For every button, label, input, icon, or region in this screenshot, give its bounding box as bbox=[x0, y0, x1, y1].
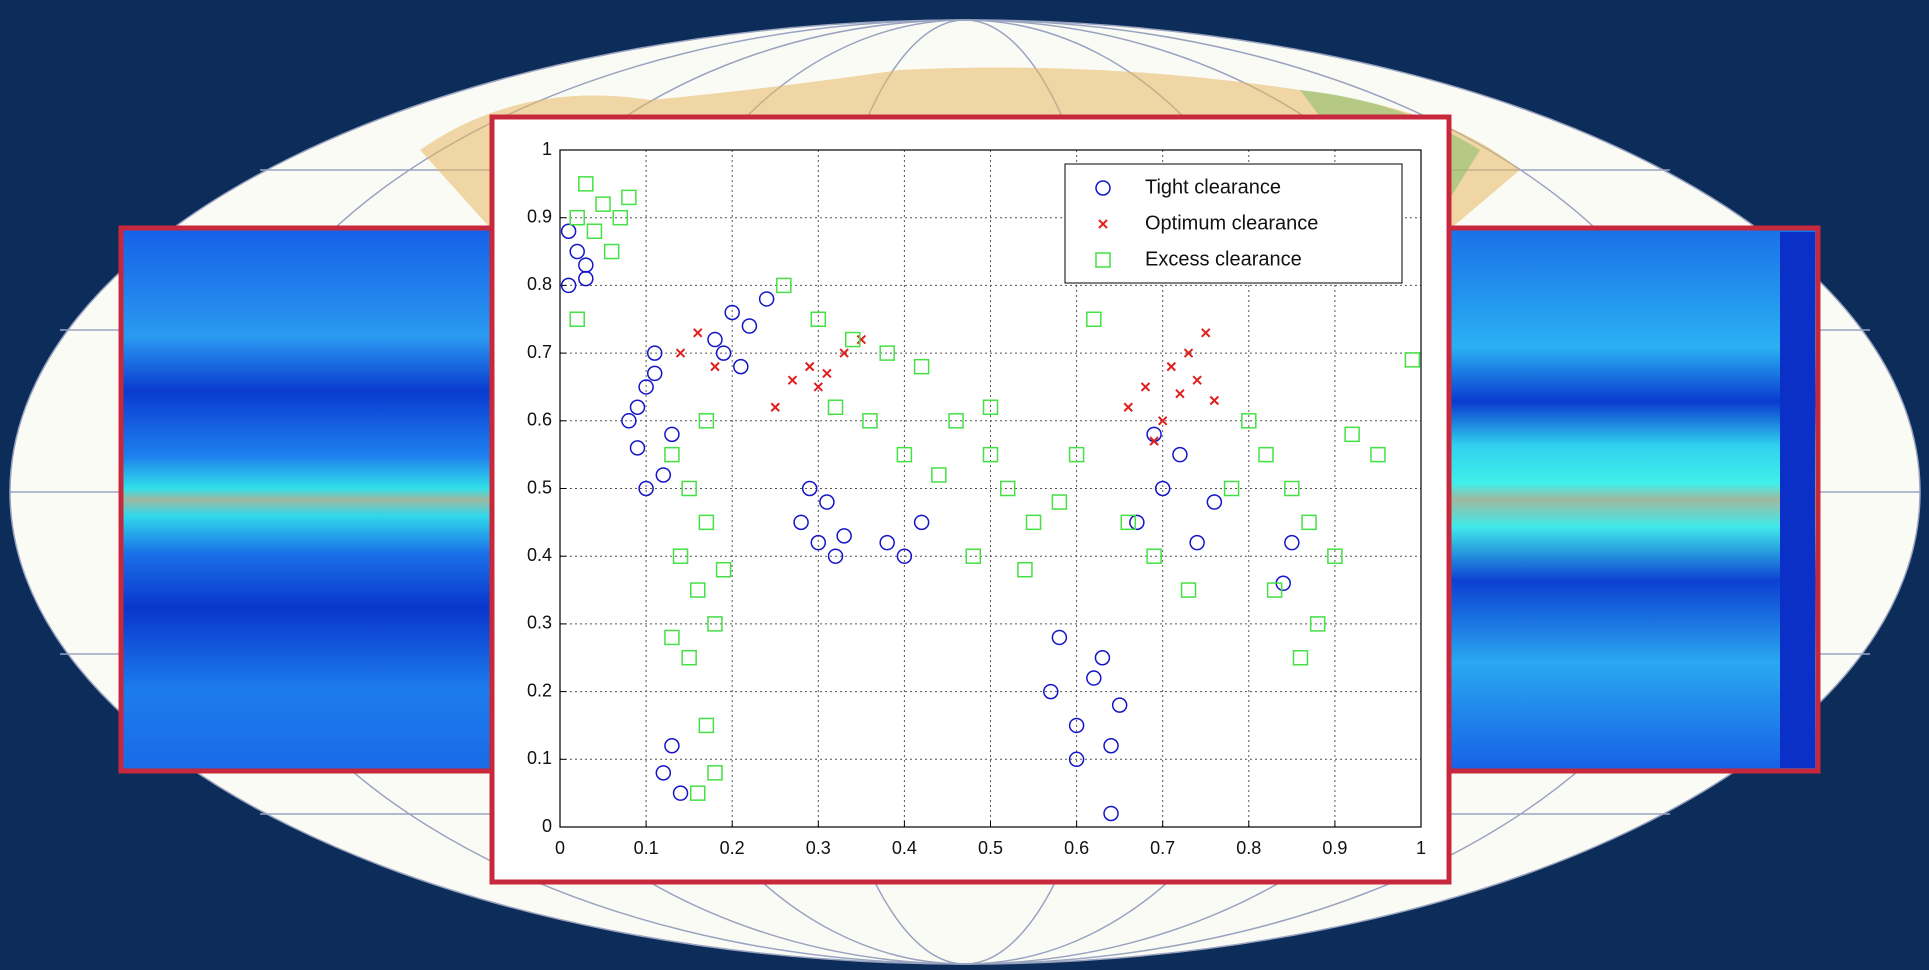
y-tick-label: 0.1 bbox=[527, 748, 552, 768]
legend-label: Tight clearance bbox=[1145, 176, 1281, 198]
legend-label: Excess clearance bbox=[1145, 248, 1302, 270]
x-tick-label: 0.4 bbox=[892, 838, 917, 858]
x-tick-label: 0 bbox=[555, 838, 565, 858]
y-tick-label: 0.8 bbox=[527, 274, 552, 294]
x-tick-label: 1 bbox=[1416, 838, 1426, 858]
y-tick-label: 0.9 bbox=[527, 206, 552, 226]
x-tick-label: 0.7 bbox=[1150, 838, 1175, 858]
page: 0 0.1 0.2 0.3 0.4 0.5 0.6 0.7 0.8 0.9 1 0 0.1 0.2 0.3 0… bbox=[0, 0, 1929, 970]
y-tick-label: 0.5 bbox=[527, 477, 552, 497]
y-tick-label: 0.7 bbox=[527, 342, 552, 362]
y-tick-label: 0.3 bbox=[527, 613, 552, 633]
x-tick-label: 0.9 bbox=[1322, 838, 1347, 858]
right-contour-panel bbox=[1440, 228, 1818, 771]
scene: 0 0.1 0.2 0.3 0.4 0.5 0.6 0.7 0.8 0.9 1 0 0.1 0.2 0.3 0… bbox=[0, 0, 1929, 970]
x-tick-label: 0.5 bbox=[978, 838, 1003, 858]
x-tick-label: 0.8 bbox=[1236, 838, 1261, 858]
y-tick-label: 0.2 bbox=[527, 680, 552, 700]
y-tick-label: 0 bbox=[542, 816, 552, 836]
x-tick-label: 0.2 bbox=[720, 838, 745, 858]
legend-label: Optimum clearance bbox=[1145, 212, 1318, 234]
x-tick-label: 0.6 bbox=[1064, 838, 1089, 858]
y-tick-label: 0.4 bbox=[527, 545, 552, 565]
y-tick-label: 1 bbox=[542, 139, 552, 159]
right-contour-edge bbox=[1780, 232, 1815, 768]
left-contour-panel bbox=[121, 228, 501, 771]
x-tick-label: 0.1 bbox=[634, 838, 659, 858]
x-tick-label: 0.3 bbox=[806, 838, 831, 858]
y-tick-label: 0.6 bbox=[527, 410, 552, 430]
